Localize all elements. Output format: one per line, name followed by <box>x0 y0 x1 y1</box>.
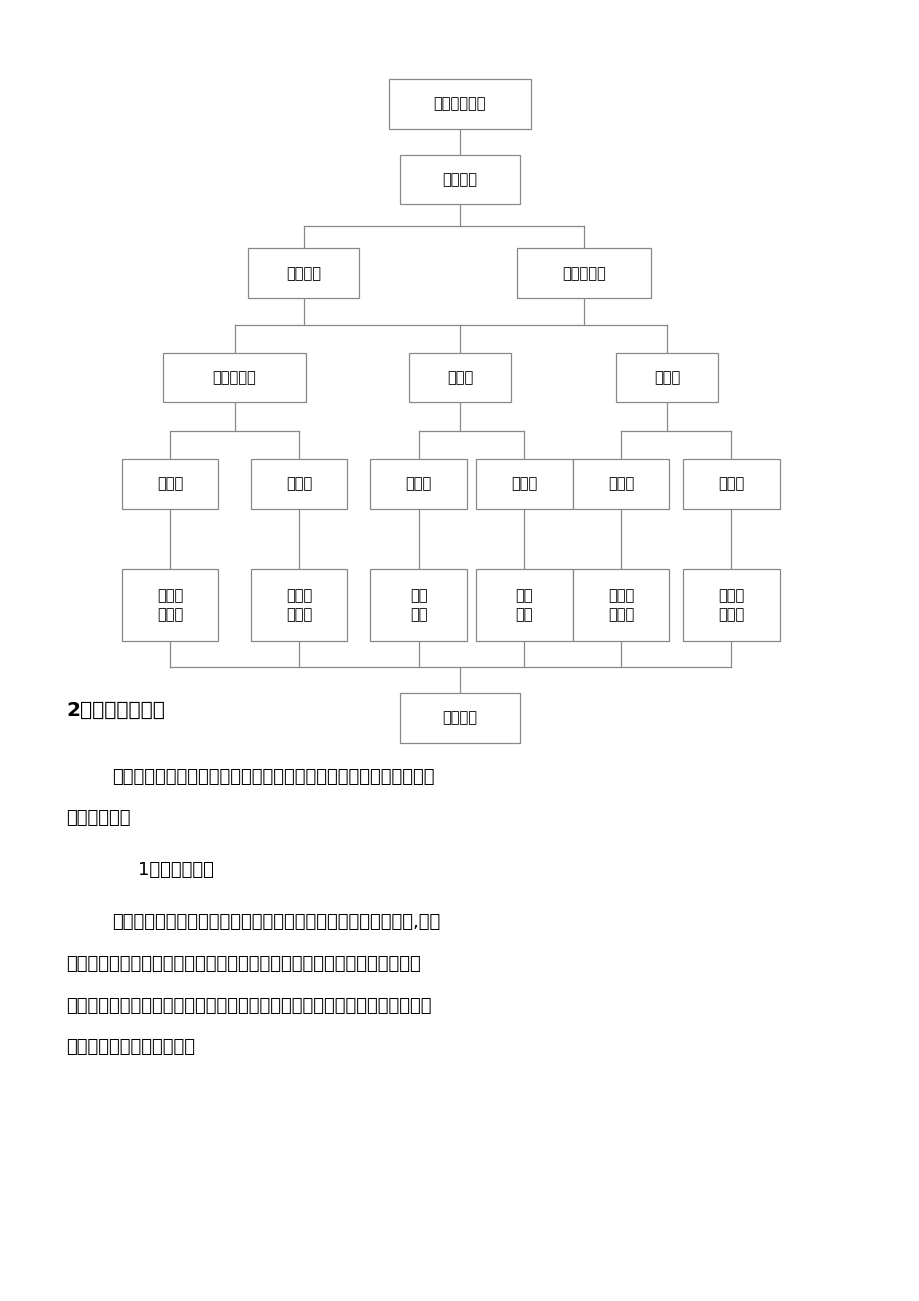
Text: 材料员: 材料员 <box>718 476 743 492</box>
FancyBboxPatch shape <box>400 693 519 743</box>
Text: 工程质量: 工程质量 <box>442 710 477 726</box>
FancyBboxPatch shape <box>616 353 717 402</box>
FancyBboxPatch shape <box>164 353 306 402</box>
FancyBboxPatch shape <box>572 569 669 640</box>
Text: 采购员: 采购员 <box>607 476 633 492</box>
FancyBboxPatch shape <box>248 248 358 298</box>
Text: 试验
检验: 试验 检验 <box>409 588 427 622</box>
Text: 质保体系中要做到质量管理职责明确，责任到人，便于管理。管理人: 质保体系中要做到质量管理职责明确，责任到人，便于管理。管理人 <box>112 768 435 786</box>
FancyBboxPatch shape <box>682 569 779 640</box>
FancyBboxPatch shape <box>389 79 531 129</box>
FancyBboxPatch shape <box>572 459 669 509</box>
FancyBboxPatch shape <box>516 248 651 298</box>
FancyBboxPatch shape <box>476 459 572 509</box>
Text: 质安部: 质安部 <box>447 369 472 385</box>
Text: 优化作
业设计: 优化作 业设计 <box>157 588 183 622</box>
Text: 技术员: 技术员 <box>157 476 183 492</box>
Text: 项目经理: 项目经理 <box>442 172 477 187</box>
FancyBboxPatch shape <box>409 353 510 402</box>
Text: 施工员: 施工员 <box>286 476 312 492</box>
FancyBboxPatch shape <box>369 459 467 509</box>
Text: 进场材
料质量: 进场材 料质量 <box>607 588 633 622</box>
Text: 第一的观念，确保《质保计划》的实施与落实，协调好与内外各方面的关系，: 第一的观念，确保《质保计划》的实施与落实，协调好与内外各方面的关系， <box>66 997 431 1015</box>
FancyBboxPatch shape <box>250 459 347 509</box>
Text: 公司总工程师: 公司总工程师 <box>433 96 486 112</box>
Text: 项目总工: 项目总工 <box>286 265 321 281</box>
FancyBboxPatch shape <box>121 569 219 640</box>
Text: 工序
检验: 工序 检验 <box>515 588 533 622</box>
Text: 试验员: 试验员 <box>405 476 431 492</box>
Text: 材料存
发质量: 材料存 发质量 <box>718 588 743 622</box>
FancyBboxPatch shape <box>250 569 347 640</box>
Text: 进度计划、经济效益等各项指针的完成，并督促项目所有管理人员树立质量: 进度计划、经济效益等各项指针的完成，并督促项目所有管理人员树立质量 <box>66 955 421 973</box>
FancyBboxPatch shape <box>682 459 779 509</box>
Text: 项目经理要对整个工程的质量全面负责，并在保证质量的前提下,平衡: 项目经理要对整个工程的质量全面负责，并在保证质量的前提下,平衡 <box>112 913 440 932</box>
Text: 项目副经理: 项目副经理 <box>562 265 606 281</box>
FancyBboxPatch shape <box>369 569 467 640</box>
Text: 创造良好的施工外部环境。: 创造良好的施工外部环境。 <box>66 1038 195 1056</box>
FancyBboxPatch shape <box>400 155 519 204</box>
Text: 施工班
组操作: 施工班 组操作 <box>286 588 312 622</box>
Text: 质检员: 质检员 <box>511 476 537 492</box>
Text: 2、质量管理职责: 2、质量管理职责 <box>66 700 165 719</box>
Text: 器材部: 器材部 <box>653 369 679 385</box>
Text: 生产技术部: 生产技术部 <box>212 369 256 385</box>
Text: 员职责如下：: 员职责如下： <box>66 809 130 827</box>
Text: 1）项目经理：: 1）项目经理： <box>138 861 213 879</box>
FancyBboxPatch shape <box>121 459 219 509</box>
FancyBboxPatch shape <box>476 569 572 640</box>
